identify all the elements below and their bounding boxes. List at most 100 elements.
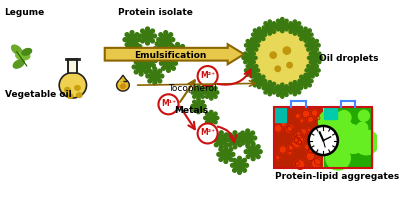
Circle shape <box>190 104 194 108</box>
Circle shape <box>309 79 312 83</box>
Ellipse shape <box>16 52 30 60</box>
Circle shape <box>306 73 309 76</box>
Circle shape <box>220 149 231 160</box>
Circle shape <box>287 87 290 90</box>
Circle shape <box>318 56 322 60</box>
Circle shape <box>276 19 279 23</box>
Circle shape <box>238 136 242 140</box>
Circle shape <box>336 111 350 124</box>
Circle shape <box>256 155 259 159</box>
Circle shape <box>304 44 308 47</box>
Circle shape <box>263 79 266 83</box>
Circle shape <box>281 109 287 115</box>
Circle shape <box>120 84 125 88</box>
Circle shape <box>247 50 251 54</box>
Circle shape <box>216 152 220 156</box>
Circle shape <box>197 110 200 114</box>
Circle shape <box>209 97 212 100</box>
Circle shape <box>244 69 247 72</box>
Circle shape <box>160 40 164 44</box>
Circle shape <box>219 145 223 149</box>
Circle shape <box>314 65 318 68</box>
Circle shape <box>123 38 127 42</box>
Circle shape <box>280 29 283 33</box>
Circle shape <box>233 160 244 171</box>
Circle shape <box>253 75 256 78</box>
Circle shape <box>284 19 287 23</box>
Circle shape <box>244 53 254 62</box>
Ellipse shape <box>12 45 22 55</box>
Circle shape <box>295 160 304 169</box>
Circle shape <box>153 47 157 51</box>
Circle shape <box>180 45 184 48</box>
Circle shape <box>254 76 263 86</box>
Circle shape <box>299 75 302 78</box>
Circle shape <box>306 116 313 123</box>
Circle shape <box>145 41 149 45</box>
Circle shape <box>218 157 222 161</box>
Circle shape <box>335 121 353 139</box>
Circle shape <box>282 47 290 54</box>
Circle shape <box>144 70 148 74</box>
Circle shape <box>247 62 251 65</box>
Circle shape <box>125 43 129 47</box>
Circle shape <box>313 158 321 165</box>
Circle shape <box>299 26 301 29</box>
Circle shape <box>265 23 274 32</box>
Circle shape <box>159 43 162 47</box>
Circle shape <box>276 93 279 96</box>
Circle shape <box>250 141 254 145</box>
Circle shape <box>135 62 146 72</box>
Circle shape <box>128 45 131 48</box>
Circle shape <box>314 48 318 51</box>
Ellipse shape <box>22 49 31 55</box>
Circle shape <box>190 91 194 94</box>
Circle shape <box>140 50 143 53</box>
Circle shape <box>240 138 243 142</box>
Circle shape <box>292 81 296 84</box>
Circle shape <box>272 30 275 33</box>
Circle shape <box>358 110 368 121</box>
Circle shape <box>206 88 215 97</box>
Circle shape <box>229 134 240 145</box>
Circle shape <box>206 113 215 123</box>
Circle shape <box>308 126 337 155</box>
Circle shape <box>205 121 208 124</box>
Circle shape <box>280 95 283 98</box>
Circle shape <box>353 130 377 155</box>
Circle shape <box>171 56 175 60</box>
Circle shape <box>277 21 286 30</box>
Circle shape <box>139 72 143 76</box>
Circle shape <box>132 65 136 69</box>
Circle shape <box>203 116 206 120</box>
Circle shape <box>168 50 172 53</box>
Circle shape <box>261 29 264 32</box>
Circle shape <box>150 39 154 43</box>
Circle shape <box>280 18 283 21</box>
Circle shape <box>159 74 164 78</box>
Circle shape <box>268 92 271 96</box>
Circle shape <box>310 38 313 41</box>
Circle shape <box>251 143 254 147</box>
FancyBboxPatch shape <box>68 59 77 73</box>
Circle shape <box>246 39 249 43</box>
Ellipse shape <box>13 60 24 68</box>
Circle shape <box>307 37 311 41</box>
Circle shape <box>274 89 278 92</box>
Circle shape <box>313 62 316 65</box>
Text: Oil droplets: Oil droplets <box>318 54 377 63</box>
Circle shape <box>170 55 174 58</box>
Circle shape <box>213 121 216 124</box>
Circle shape <box>153 59 157 63</box>
Circle shape <box>147 69 152 73</box>
Circle shape <box>126 34 137 45</box>
Circle shape <box>224 133 228 137</box>
Circle shape <box>242 168 246 172</box>
Circle shape <box>257 73 260 77</box>
Circle shape <box>276 85 279 88</box>
Circle shape <box>316 69 319 72</box>
Circle shape <box>197 99 200 102</box>
Circle shape <box>197 85 200 88</box>
Ellipse shape <box>59 72 86 98</box>
Circle shape <box>242 158 246 162</box>
